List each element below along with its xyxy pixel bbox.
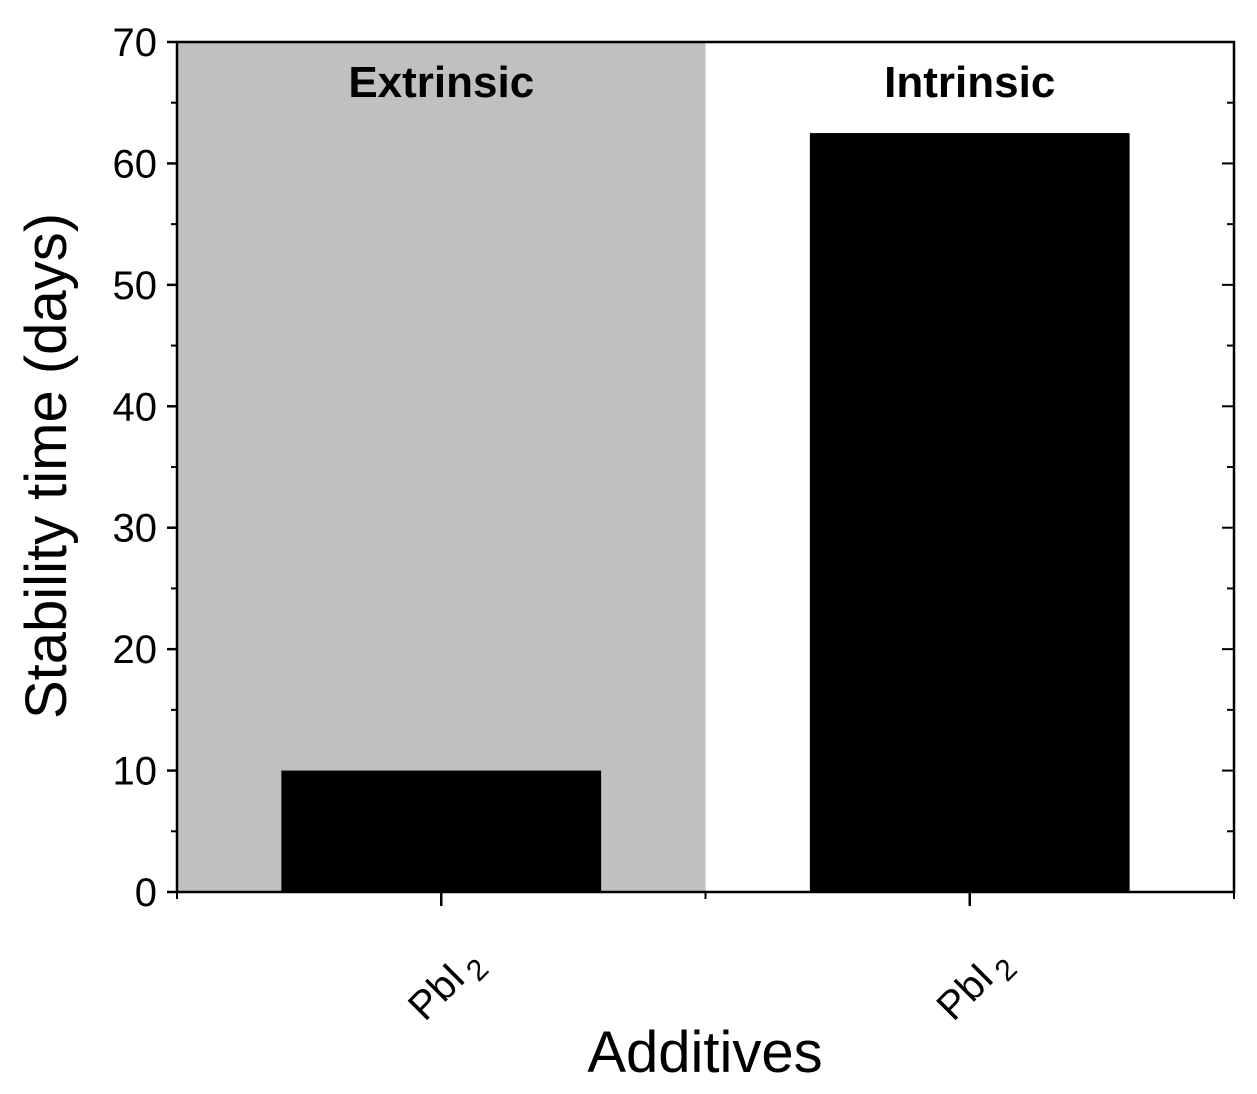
x-tick-label: PbI2	[928, 939, 1023, 1034]
region-background-extrinsic	[177, 42, 706, 892]
region-labels: Extrinsic Intrinsic	[348, 58, 1055, 107]
y-tick-label: 0	[135, 871, 157, 915]
bars	[281, 133, 1130, 893]
y-tick-label: 50	[113, 264, 158, 308]
y-tick-label: 60	[113, 142, 158, 186]
y-tick-label: 10	[113, 750, 158, 794]
x-axis-title: Additives	[587, 1020, 822, 1085]
x-tick-label: PbI2	[400, 939, 495, 1034]
y-tick-label: 30	[113, 507, 158, 551]
x-axis-ticks: PbI2 PbI2	[176, 892, 1235, 1034]
y-tick-label: 20	[113, 628, 158, 672]
y-axis-title: Stability time (days)	[14, 213, 79, 719]
bar-1	[809, 133, 1130, 893]
bar-0	[281, 770, 602, 892]
region-label-extrinsic: Extrinsic	[348, 58, 534, 107]
y-tick-label: 70	[113, 21, 158, 65]
y-tick-label: 40	[113, 385, 158, 429]
region-label-intrinsic: Intrinsic	[884, 58, 1055, 107]
y-axis-ticks: 0 10 20 30 40 50 60 70	[113, 21, 1234, 915]
